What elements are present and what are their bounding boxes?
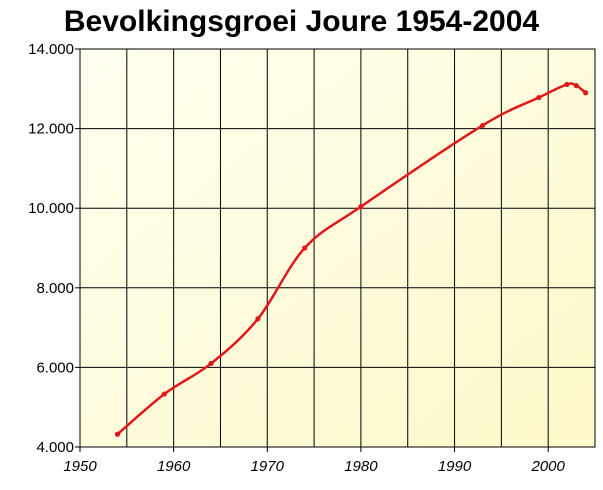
data-point bbox=[114, 431, 121, 437]
data-point bbox=[564, 81, 570, 88]
plot-area bbox=[80, 49, 595, 447]
y-tick-label: 14.000 bbox=[28, 41, 74, 58]
series bbox=[114, 81, 589, 437]
x-tick-label: 1960 bbox=[157, 458, 191, 475]
y-tick-label: 10.000 bbox=[28, 200, 74, 217]
y-tick-label: 12.000 bbox=[28, 121, 74, 138]
data-point bbox=[208, 360, 214, 367]
x-tick-label: 1950 bbox=[63, 458, 97, 475]
y-tick-label: 4.000 bbox=[36, 439, 74, 456]
chart-title: Bevolkingsgroei Joure 1954-2004 bbox=[63, 5, 540, 38]
data-point bbox=[583, 90, 589, 96]
data-point bbox=[480, 122, 486, 129]
grid bbox=[80, 49, 595, 447]
y-tick-label: 8.000 bbox=[36, 280, 74, 297]
x-tick-label: 1980 bbox=[344, 458, 378, 475]
data-point bbox=[302, 245, 308, 251]
data-point bbox=[536, 94, 542, 101]
y-tick-label: 6.000 bbox=[36, 359, 74, 376]
x-tick-label: 1970 bbox=[251, 458, 285, 475]
plot-frame bbox=[79, 48, 596, 448]
data-point bbox=[358, 204, 364, 210]
x-tick-label: 2000 bbox=[530, 458, 565, 475]
data-point bbox=[573, 83, 579, 89]
axes: 4.000 6.000 8.000 10.000 12.000 14.000 1950 196… bbox=[28, 41, 565, 475]
x-tick-label: 1990 bbox=[438, 458, 472, 475]
data-point bbox=[255, 316, 261, 322]
data-point bbox=[161, 391, 167, 397]
